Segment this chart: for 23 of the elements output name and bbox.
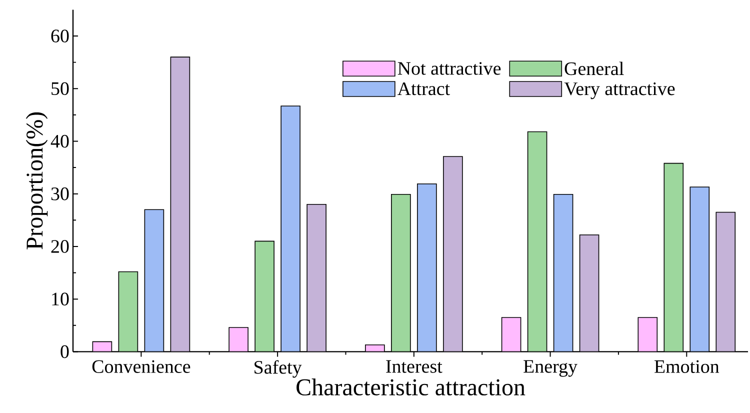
bar: [306, 204, 326, 352]
x-tick-label: Convenience: [92, 360, 190, 373]
legend-label: Not attractive: [398, 62, 501, 75]
x-tick-label: Interest: [386, 360, 442, 373]
bar: [443, 156, 463, 352]
y-tick-label: 0: [60, 345, 69, 358]
legend-label: Attract: [398, 82, 450, 96]
legend-label: Very attractive: [564, 82, 675, 100]
x-tick-label: Safety: [254, 360, 302, 378]
legend-label: General: [564, 62, 624, 76]
x-axis-title: Characteristic attraction: [296, 378, 526, 396]
y-tick-label: 50: [52, 82, 69, 96]
y-tick-label: 40: [50, 134, 69, 148]
y-tick-label: 60: [51, 30, 69, 42]
x-tick-label: Emotion: [654, 360, 720, 373]
y-tick-label: 20: [51, 240, 69, 253]
y-tick-label: 30: [51, 187, 69, 200]
bar: [716, 212, 736, 352]
y-axis-title: Proportion(%): [26, 112, 48, 250]
bar: [579, 234, 600, 352]
x-tick-label: Energy: [524, 360, 578, 377]
bar: [170, 56, 190, 352]
y-tick-label: 10: [52, 292, 69, 306]
